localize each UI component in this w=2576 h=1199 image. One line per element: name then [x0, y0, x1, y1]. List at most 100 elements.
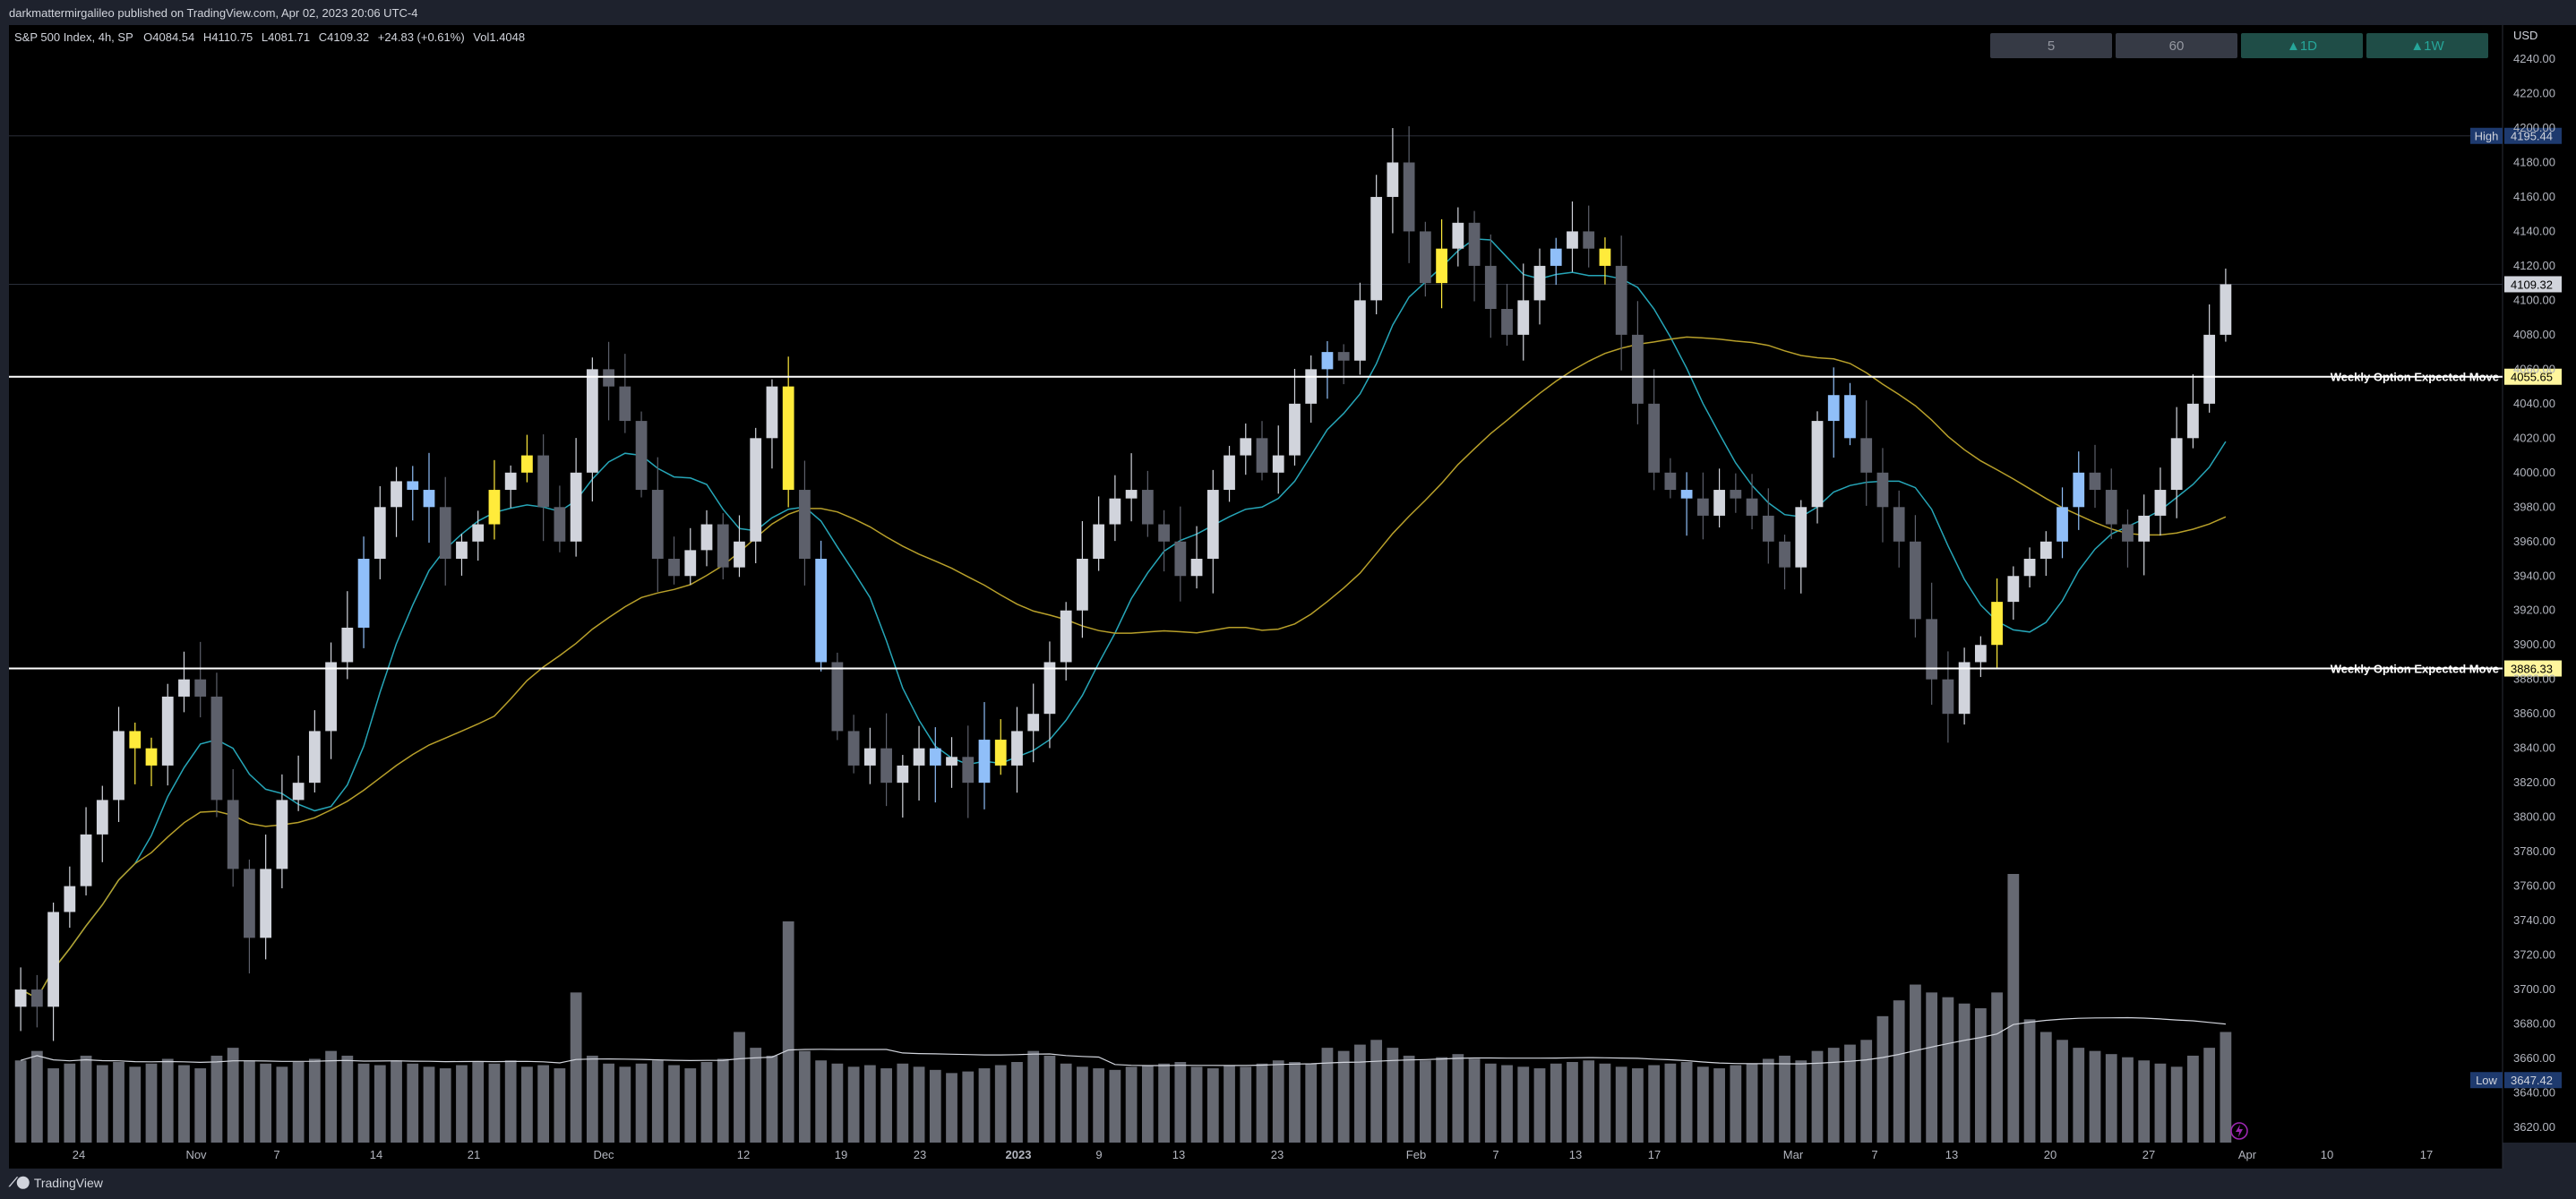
- candle-body: [244, 869, 255, 938]
- volume-bar: [1827, 1048, 1840, 1143]
- candle-body: [799, 490, 811, 560]
- price-scale-pane[interactable]: [2503, 25, 2576, 1143]
- candle-body: [684, 550, 697, 577]
- volume-bar: [1860, 1040, 1873, 1143]
- low-label-badge: [2470, 1072, 2503, 1089]
- timeframe-button-60[interactable]: 60: [2116, 33, 2237, 58]
- x-tick-label: Apr: [2238, 1148, 2257, 1161]
- y-tick-label: 4060.00: [2513, 362, 2555, 375]
- candle-body: [1942, 679, 1954, 715]
- y-tick-label: 3980.00: [2513, 500, 2555, 513]
- volume-bar: [2187, 1055, 2199, 1143]
- high-label: High: [2475, 130, 2499, 143]
- candle-body: [194, 679, 207, 697]
- candle-body: [668, 559, 680, 577]
- volume-bar: [1452, 1054, 1464, 1143]
- candle-body: [357, 559, 370, 628]
- candle-body: [1484, 265, 1497, 310]
- candle-body: [96, 800, 108, 835]
- volume-bar: [80, 1055, 92, 1143]
- candle-body: [1093, 524, 1105, 560]
- y-tick-label: 4120.00: [2513, 259, 2555, 272]
- candle-body: [1387, 162, 1399, 197]
- volume-bar: [1484, 1063, 1497, 1143]
- candle-body: [2220, 284, 2232, 335]
- candle-body: [521, 455, 533, 473]
- volume-bar: [586, 1055, 598, 1143]
- timeframe-button-5[interactable]: 5: [1990, 33, 2112, 58]
- volume-bar: [423, 1066, 435, 1143]
- candle-body: [1060, 610, 1072, 663]
- volume-bar: [897, 1063, 909, 1143]
- volume-bar: [1599, 1063, 1611, 1143]
- last-price-value: 4109.32: [2511, 278, 2553, 291]
- candle-body: [1648, 403, 1661, 473]
- high-price-badge: [2504, 127, 2562, 144]
- candle-body: [456, 541, 468, 560]
- candle-body: [1827, 395, 1840, 422]
- currency-label: USD: [2513, 29, 2537, 42]
- volume-bar: [1615, 1066, 1627, 1143]
- x-tick-label: 10: [2321, 1148, 2333, 1161]
- candle-body: [766, 386, 778, 439]
- time-scale-pane[interactable]: [9, 1143, 2503, 1169]
- volume-bar: [1077, 1066, 1088, 1143]
- timeframe-button-1d[interactable]: ▲1D: [2241, 33, 2363, 58]
- volume-bar: [2073, 1048, 2085, 1143]
- volume-bar: [2089, 1050, 2101, 1143]
- volume-bar: [1567, 1062, 1578, 1143]
- volume-bar: [1942, 997, 1954, 1143]
- candle-body: [635, 421, 648, 491]
- lightning-icon[interactable]: [2230, 1122, 2248, 1140]
- candle-body: [863, 748, 876, 766]
- volume-bar: [994, 1065, 1007, 1143]
- candle-body: [1256, 438, 1268, 473]
- candle-body: [1337, 352, 1350, 361]
- x-tick-label: Nov: [185, 1148, 207, 1161]
- candle-body: [1926, 619, 1938, 680]
- candle-body: [1125, 490, 1138, 499]
- candle-body: [1403, 162, 1415, 232]
- candle-body: [2007, 576, 2020, 603]
- volume-bar: [1762, 1058, 1774, 1143]
- candle-body: [178, 679, 190, 697]
- volume-bar: [619, 1066, 631, 1143]
- volume-bar: [292, 1062, 305, 1143]
- bottom-bar: [0, 1169, 2576, 1199]
- candle-body: [1910, 541, 1921, 620]
- volume-bar: [308, 1058, 321, 1143]
- candle-body: [113, 731, 125, 801]
- x-tick-label: Dec: [593, 1148, 614, 1161]
- candle-body: [1762, 515, 1774, 542]
- y-tick-label: 3860.00: [2513, 707, 2555, 720]
- tradingview-logo[interactable]: ⟋⬤ TradingView: [9, 1175, 103, 1190]
- y-tick-label: 3760.00: [2513, 879, 2555, 893]
- candle-body: [227, 800, 239, 869]
- volume-bar: [374, 1065, 386, 1143]
- x-tick-label: 17: [2420, 1148, 2433, 1161]
- chart-pane[interactable]: [9, 25, 2503, 1143]
- x-tick-label: Feb: [1406, 1148, 1426, 1161]
- x-tick-label: 24: [73, 1148, 85, 1161]
- volume-bar: [570, 992, 582, 1143]
- volume-bar: [913, 1066, 925, 1143]
- candle-body: [1958, 662, 1971, 715]
- volume-average-line: [20, 1016, 2226, 1066]
- candle-body: [1240, 438, 1252, 456]
- high-price: 4195.44: [2511, 130, 2553, 143]
- volume-bar: [325, 1050, 337, 1143]
- candle-body: [1517, 300, 1530, 335]
- y-tick-label: 3920.00: [2513, 604, 2555, 617]
- candle-body: [815, 559, 828, 663]
- candle-body: [2138, 515, 2151, 542]
- volume-bar: [1093, 1068, 1105, 1143]
- candle-body: [1109, 498, 1121, 525]
- volume-bar: [2007, 874, 2020, 1143]
- volume-bar: [227, 1048, 239, 1143]
- y-tick-label: 4200.00: [2513, 121, 2555, 134]
- timeframe-button-1w[interactable]: ▲1W: [2366, 33, 2488, 58]
- volume-bar: [1664, 1063, 1677, 1143]
- candle-body: [391, 481, 402, 508]
- low-price: 3647.42: [2511, 1074, 2553, 1087]
